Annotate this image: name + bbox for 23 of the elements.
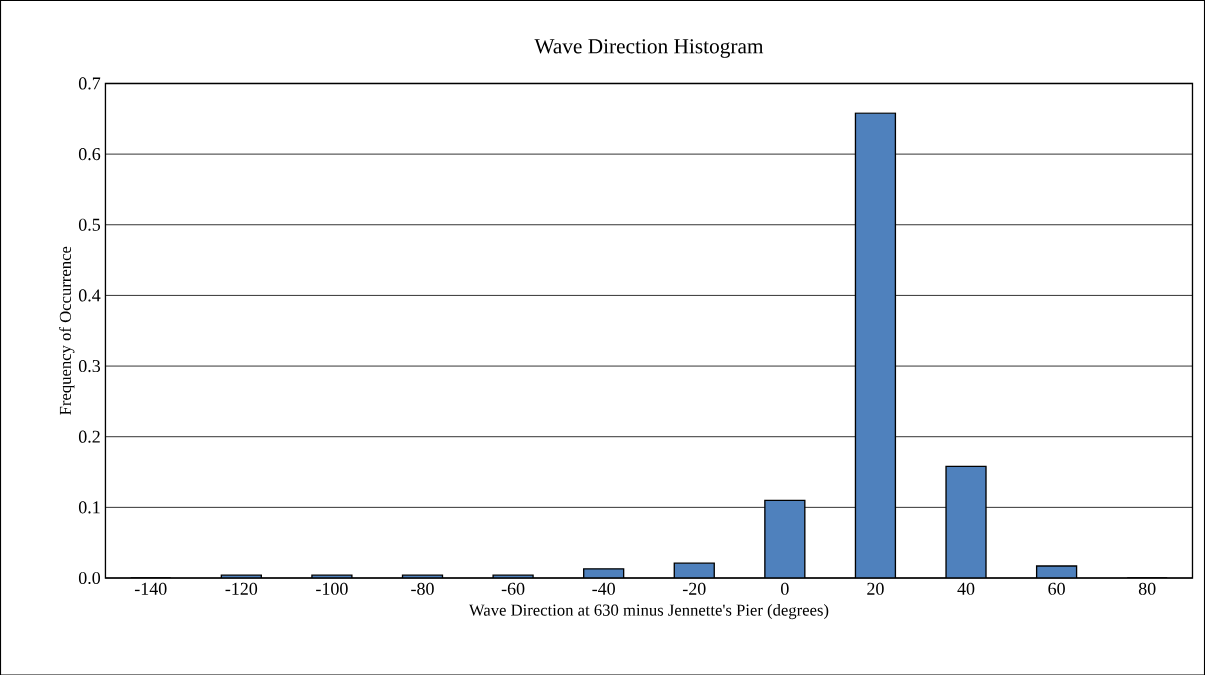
x-tick-label: 20	[867, 582, 884, 595]
y-tick-label: 0.5	[78, 218, 101, 231]
y-tick-label: 0.7	[78, 77, 101, 90]
x-tick-label: -60	[501, 582, 525, 595]
y-tick-label: 0.4	[78, 289, 101, 302]
x-tick-label: -140	[134, 582, 167, 595]
y-tick-label: 0.1	[78, 501, 100, 514]
y-axis-title: Frequency of Occurrence	[59, 246, 75, 415]
chart-title: Wave Direction Histogram	[534, 38, 764, 58]
x-axis-title: Wave Direction at 630 minus Jennette's Pier (degrees)	[468, 603, 829, 619]
x-tick-label: 80	[1138, 582, 1156, 595]
x-tick-label: -100	[316, 582, 348, 595]
x-tick-label: -80	[411, 582, 434, 595]
x-tick-label: 0	[781, 582, 789, 595]
x-tick-label: 60	[1048, 582, 1065, 595]
y-tick-label: 0.2	[78, 430, 100, 443]
x-tick-label: -20	[682, 582, 706, 595]
y-tick-label: 0.6	[78, 147, 101, 160]
y-tick-label: 0.3	[78, 359, 101, 372]
x-tick-label: -120	[225, 582, 258, 595]
x-tick-label: 40	[957, 582, 975, 595]
x-tick-label: -40	[592, 582, 615, 595]
y-tick-label: 0.0	[78, 571, 101, 584]
